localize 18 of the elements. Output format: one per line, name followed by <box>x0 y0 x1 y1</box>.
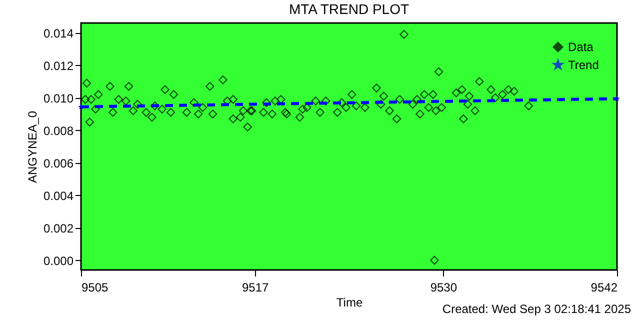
y-tick-label: 0.008 <box>43 124 74 138</box>
y-tick-label: 0.006 <box>43 156 74 170</box>
y-tick-label: 0.010 <box>43 91 74 106</box>
y-tick-label: 0.014 <box>43 26 74 40</box>
x-tick-label: 9505 <box>82 280 109 294</box>
x-tick-label: 9517 <box>242 280 270 294</box>
text: Created: Wed Sep 3 02:18:41 2025 <box>442 302 632 316</box>
chart-title: MTA TREND PLOT <box>288 1 410 17</box>
x-tick-label: 9542 <box>590 280 618 294</box>
y-tick-label: 0.004 <box>43 188 74 203</box>
x-tick-label: 9530 <box>430 280 458 294</box>
legend-label: Data <box>568 40 594 54</box>
legend-label: Trend <box>568 58 599 72</box>
y-tick-label: 0.000 <box>43 254 74 268</box>
y-axis-title: ANGYNEA_0 <box>25 110 40 184</box>
y-tick-label: 0.012 <box>43 58 74 73</box>
x-axis-title: Time <box>336 296 363 310</box>
y-tick-label: 0.002 <box>43 221 74 236</box>
